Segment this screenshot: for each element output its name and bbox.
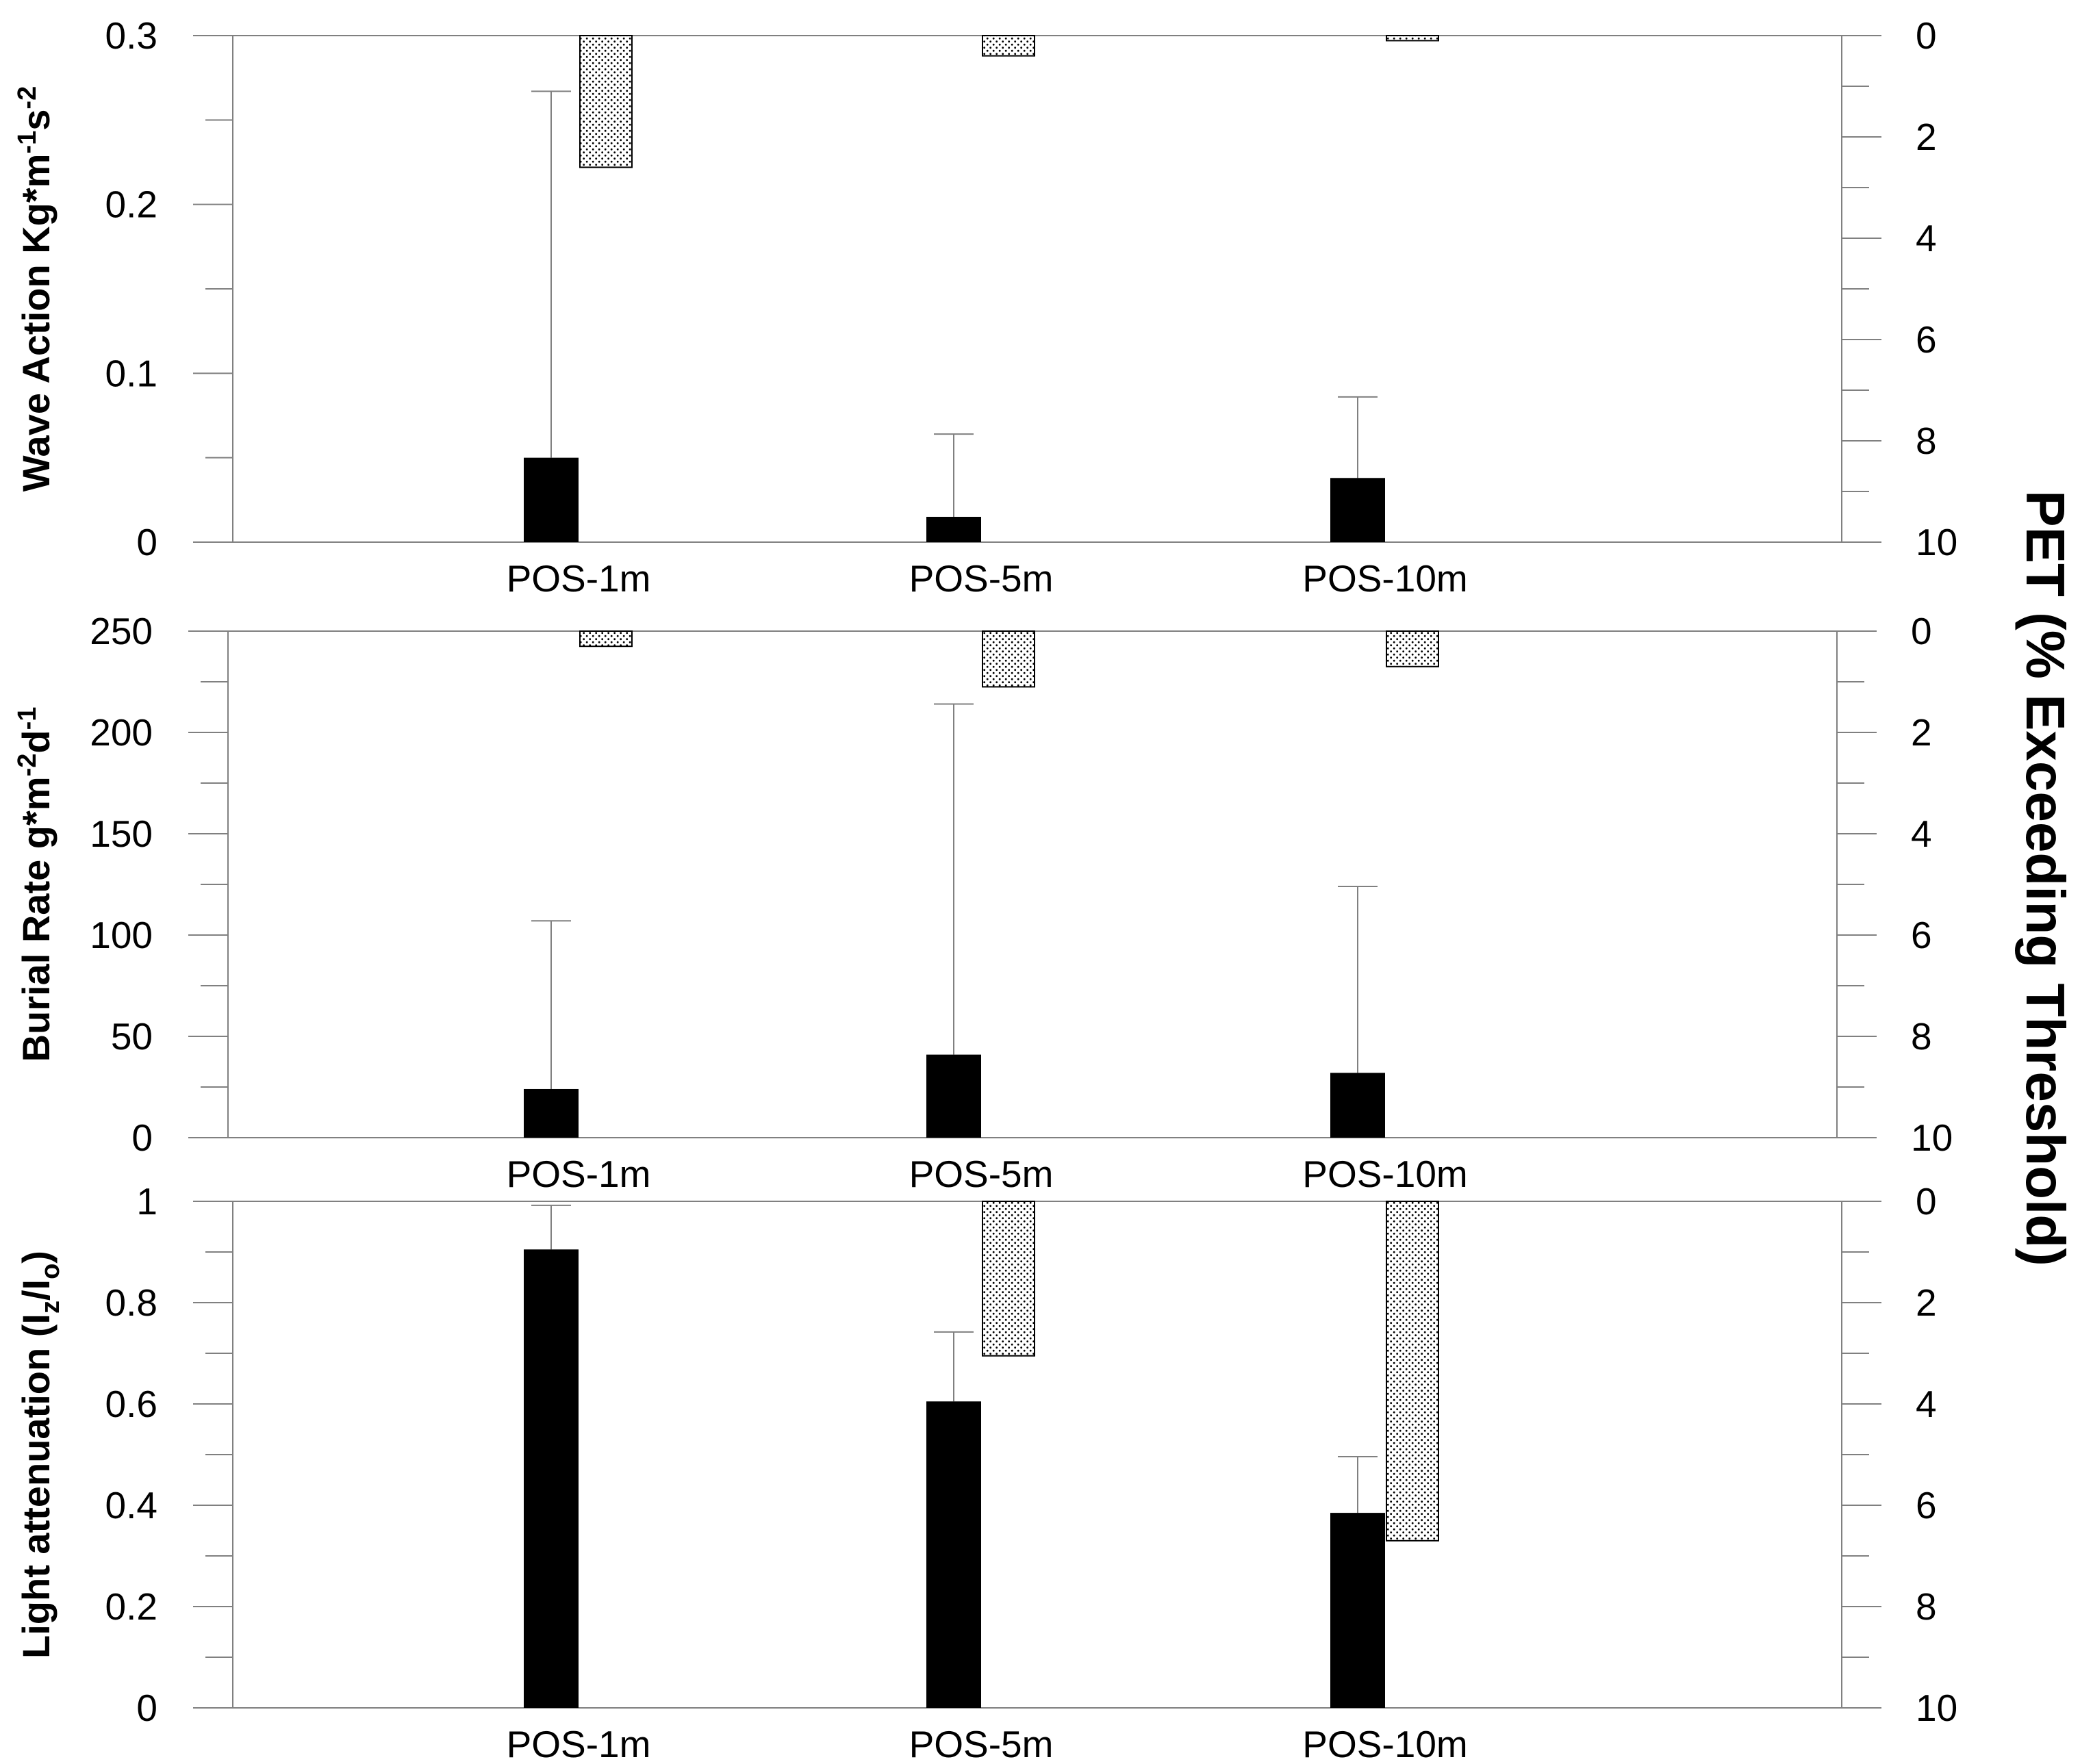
pet-bar-top-POS-5m	[982, 35, 1035, 57]
y2-tick-label: 8	[1916, 1585, 1937, 1628]
bar-middle-POS-5m	[926, 1054, 981, 1138]
y-axis-title-part: z	[36, 1301, 65, 1314]
y-tick-label: 0.8	[105, 1281, 157, 1324]
y-axis-title-part: o	[36, 1264, 65, 1279]
y-tick-label: 200	[90, 711, 153, 754]
y2-tick-label: 6	[1916, 318, 1937, 361]
chart-panel-top: 0 0.1 0.2 0.3 0 2 4 6 8 10 POS-1m POS-5m POS-10m Wave…	[13, 14, 1957, 600]
right-axis-title: PET (% Exceeding Threshold)	[2015, 490, 2076, 1266]
bar-middle-POS-10m	[1330, 1073, 1385, 1138]
y2-tick-label: 10	[1916, 521, 1957, 563]
y2-tick-label: 2	[1911, 711, 1932, 754]
x-tick-label: POS-5m	[909, 557, 1054, 600]
y-tick-label: 0.6	[105, 1383, 157, 1425]
y-axis-title-part: Burial Rate g*m	[14, 776, 58, 1062]
y2-tick-label: 0	[1916, 1180, 1937, 1223]
y-axis-title: Light attenuation (Iz/Io)	[14, 1251, 65, 1659]
y2-tick-label: 0	[1911, 610, 1932, 652]
y-tick-label: 150	[90, 813, 153, 855]
x-tick-label: POS-10m	[1302, 1723, 1467, 1764]
y2-tick-label: 4	[1916, 1383, 1937, 1425]
y-axis-title-part: s	[14, 110, 58, 131]
y2-tick-label: 2	[1916, 1281, 1937, 1324]
bar-top-POS-10m	[1330, 478, 1385, 542]
y-tick-label: 0.2	[105, 1585, 157, 1628]
bar-bottom-POS-5m	[926, 1401, 981, 1708]
y-axis-title-part: -2	[13, 754, 42, 777]
pet-bar-bottom-POS-10m	[1386, 1201, 1439, 1542]
y2-tick-label: 8	[1911, 1015, 1932, 1058]
y-axis-title-part: Wave Action Kg*m	[14, 154, 58, 492]
pet-bar-middle-POS-10m	[1386, 630, 1439, 667]
x-tick-label: POS-1m	[507, 1153, 651, 1195]
y-tick-label: 50	[111, 1015, 153, 1058]
y-axis-title: Wave Action Kg*m-1s-2	[13, 86, 58, 491]
y-axis-title: Burial Rate g*m-2d-1	[13, 707, 58, 1062]
x-tick-label: POS-5m	[909, 1153, 1054, 1195]
chart-panel-middle: 0 50 100 150 200 250 0 2 4 6 8 10 POS-1m POS-5m POS-10…	[13, 610, 1953, 1195]
y2-tick-label: 0	[1916, 14, 1937, 57]
y2-tick-label: 4	[1911, 813, 1932, 855]
y-tick-label: 0	[131, 1116, 153, 1159]
y2-tick-label: 6	[1916, 1484, 1937, 1526]
bar-top-POS-5m	[926, 517, 981, 542]
y-tick-label: 0.2	[105, 183, 157, 226]
y-axis-title-part: -1	[13, 131, 42, 154]
y-axis-title-part: /I	[14, 1279, 58, 1301]
y-axis-title-part: )	[14, 1251, 58, 1264]
y2-tick-label: 4	[1916, 217, 1937, 259]
y-tick-label: 0	[136, 521, 157, 563]
y2-tick-label: 2	[1916, 116, 1937, 158]
x-tick-label: POS-10m	[1302, 557, 1467, 600]
x-tick-label: POS-1m	[507, 557, 651, 600]
y-axis-title-part: -2	[13, 86, 42, 110]
y-axis-title-part: d	[14, 730, 58, 753]
pet-bar-middle-POS-5m	[982, 630, 1035, 688]
y-tick-label: 0	[136, 1687, 157, 1729]
y-tick-label: 250	[90, 610, 153, 652]
pet-bar-top-POS-1m	[579, 35, 633, 168]
bar-top-POS-1m	[524, 457, 579, 542]
pet-bar-top-POS-10m	[1386, 35, 1439, 42]
y-axis-title-part: Light attenuation (I	[14, 1314, 58, 1659]
y-tick-label: 0.1	[105, 352, 157, 394]
y-tick-label: 0.3	[105, 14, 157, 57]
y2-tick-label: 8	[1916, 420, 1937, 462]
y2-tick-label: 6	[1911, 914, 1932, 956]
x-tick-label: POS-1m	[507, 1723, 651, 1764]
bar-bottom-POS-10m	[1330, 1513, 1385, 1708]
pet-bar-middle-POS-1m	[579, 630, 633, 648]
y-tick-label: 0.4	[105, 1484, 157, 1526]
y2-tick-label: 10	[1916, 1687, 1957, 1729]
x-tick-label: POS-10m	[1302, 1153, 1467, 1195]
y-tick-label: 1	[136, 1180, 157, 1223]
y2-tick-label: 10	[1911, 1116, 1953, 1159]
pet-bar-bottom-POS-5m	[982, 1201, 1035, 1357]
y-axis-title-part: -1	[13, 707, 42, 730]
bar-bottom-POS-1m	[524, 1249, 579, 1708]
bar-middle-POS-1m	[524, 1088, 579, 1138]
x-tick-label: POS-5m	[909, 1723, 1054, 1764]
y-tick-label: 100	[90, 914, 153, 956]
